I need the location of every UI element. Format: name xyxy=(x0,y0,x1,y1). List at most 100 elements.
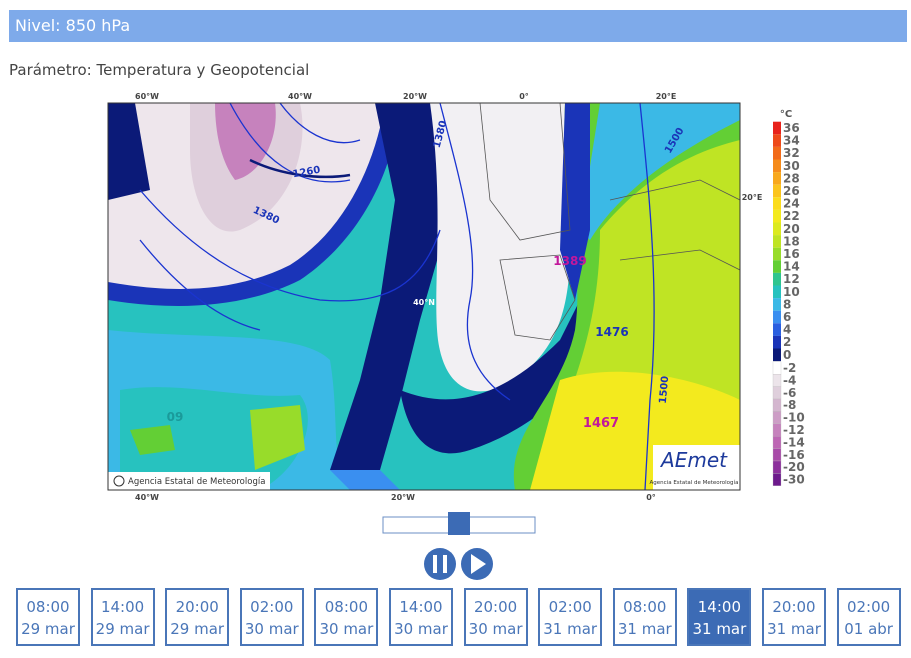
contour-label: 1467 xyxy=(583,416,619,431)
legend-swatch xyxy=(773,272,781,286)
time-time: 20:00 xyxy=(175,598,219,616)
legend-swatch xyxy=(773,146,781,160)
legend-label: 14 xyxy=(783,260,800,274)
legend-swatch xyxy=(773,285,781,299)
time-button[interactable]: 02:00 01 abr xyxy=(836,588,901,646)
time-date: 29 mar xyxy=(21,620,75,638)
time-button[interactable]: 08:00 31 mar xyxy=(612,588,677,646)
time-button[interactable]: 14:00 31 mar xyxy=(687,588,752,646)
legend-label: 6 xyxy=(783,310,791,324)
legend-label: 36 xyxy=(783,121,800,135)
legend-label: 20 xyxy=(783,222,800,236)
slider-thumb[interactable] xyxy=(448,512,470,535)
legend-label: 0 xyxy=(783,348,791,362)
longitude-label: 40°W xyxy=(135,493,159,502)
time-button[interactable]: 02:00 30 mar xyxy=(239,588,304,646)
legend-swatch xyxy=(772,411,782,424)
legend-label: -8 xyxy=(783,398,796,412)
legend-label: 32 xyxy=(783,146,800,160)
time-date: 30 mar xyxy=(468,620,523,638)
time-button[interactable]: 08:00 29 mar xyxy=(16,588,80,646)
legend-label: 4 xyxy=(783,323,791,337)
longitude-label: 60°W xyxy=(135,92,159,101)
legend-swatch xyxy=(773,323,781,336)
logo: AEmet xyxy=(659,448,728,472)
legend-swatch xyxy=(773,159,781,173)
logo-subtitle: Agencia Estatal de Meteorología xyxy=(650,479,739,486)
time-button[interactable]: 20:00 31 mar xyxy=(762,588,826,646)
legend-label: -6 xyxy=(783,386,796,400)
time-date: 31 mar xyxy=(617,620,672,638)
legend-swatch xyxy=(773,134,781,147)
legend-label: 18 xyxy=(783,234,800,248)
longitude-label: 20°E xyxy=(656,92,677,101)
legend-label: 30 xyxy=(783,159,800,173)
time-date: 29 mar xyxy=(170,620,225,638)
time-time: 20:00 xyxy=(473,598,518,616)
legend-unit: °C xyxy=(780,109,792,120)
legend-swatch xyxy=(772,374,782,387)
legend-label: -14 xyxy=(783,435,805,449)
legend-label: -4 xyxy=(783,373,796,387)
contour-label: 1500 xyxy=(658,375,671,404)
latitude-label: 20°E xyxy=(742,193,763,202)
copyright-box xyxy=(108,472,270,490)
copyright: Agencia Estatal de Meteorología xyxy=(128,477,265,487)
latitude-label: 40°N xyxy=(413,298,435,307)
legend-swatch xyxy=(773,222,781,236)
time-time: 08:00 xyxy=(26,598,70,616)
copyright-icon xyxy=(113,475,125,487)
time-button[interactable]: 02:00 31 mar xyxy=(538,588,603,646)
legend-label: 26 xyxy=(783,184,800,198)
longitude-label: 20°W xyxy=(391,493,415,502)
longitude-label: 40°W xyxy=(288,92,312,101)
legend-swatch xyxy=(772,448,782,462)
time-date: 31 mar xyxy=(543,620,598,638)
legend-label: -12 xyxy=(783,423,805,437)
contour-label: 1389 xyxy=(553,254,586,268)
legend-swatch xyxy=(773,260,781,273)
legend-swatch xyxy=(773,184,781,198)
longitude-label: 0° xyxy=(519,92,529,101)
legend-swatch xyxy=(773,247,781,261)
time-button[interactable]: 20:00 29 mar xyxy=(165,588,230,646)
legend-swatch xyxy=(772,361,782,375)
legend-swatch xyxy=(773,298,781,311)
legend-label: -16 xyxy=(783,448,805,462)
time-date: 01 abr xyxy=(844,620,893,638)
logo-box xyxy=(653,445,740,490)
time-date: 30 mar xyxy=(244,620,299,638)
legend-label: 22 xyxy=(783,209,800,223)
time-date: 31 mar xyxy=(692,620,747,638)
pause-button[interactable] xyxy=(424,548,456,580)
time-button[interactable]: 14:00 30 mar xyxy=(389,588,453,646)
legend-label: -20 xyxy=(783,460,805,474)
time-time: 14:00 xyxy=(399,598,443,616)
play-button[interactable] xyxy=(461,548,493,580)
map-frame xyxy=(107,102,741,491)
legend-swatch xyxy=(773,235,781,248)
legend-swatch xyxy=(773,197,781,210)
legend-label: -2 xyxy=(783,361,796,375)
legend-swatch xyxy=(773,209,781,223)
time-button[interactable]: 08:00 30 mar xyxy=(314,588,379,646)
legend-swatch xyxy=(773,348,781,362)
legend-swatch xyxy=(772,386,782,400)
legend-label: -30 xyxy=(783,473,805,487)
time-date: 31 mar xyxy=(767,620,821,638)
time-date: 29 mar xyxy=(95,620,150,638)
longitude-label: 20°W xyxy=(403,92,427,101)
time-button[interactable]: 14:00 29 mar xyxy=(90,588,155,646)
legend-label: 2 xyxy=(783,335,791,349)
legend-swatch xyxy=(773,172,781,185)
time-time: 08:00 xyxy=(324,598,368,616)
longitude-label: 0° xyxy=(646,493,656,502)
time-button[interactable]: 20:00 30 mar xyxy=(463,588,528,646)
time-date: 30 mar xyxy=(319,620,374,638)
legend-swatch xyxy=(772,398,782,412)
legend-label: 28 xyxy=(783,171,800,185)
time-date: 30 mar xyxy=(394,620,448,638)
time-time: 02:00 xyxy=(846,598,891,616)
